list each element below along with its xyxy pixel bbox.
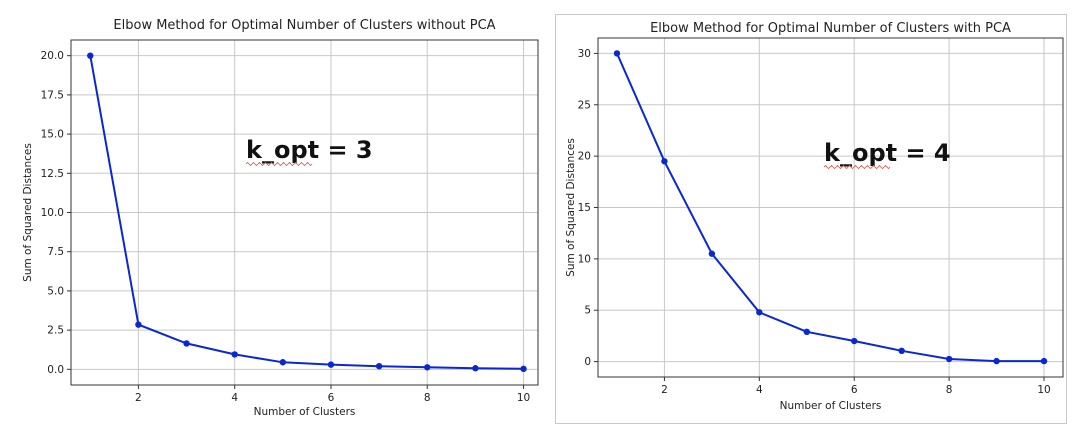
data-point [851,337,858,345]
data-point [87,52,94,59]
y-tick-label: 10 [578,253,591,265]
data-point [898,347,905,355]
y-tick-label: 25 [578,99,591,111]
data-point [375,362,383,370]
x-tick-label: 6 [851,384,858,396]
x-tick-label: 6 [328,392,335,404]
y-tick-label: 2.5 [47,325,64,337]
x-tick-label: 10 [517,392,530,404]
x-tick-label: 8 [424,392,431,404]
y-axis-label: Sum of Squared Distances [22,143,34,282]
data-point [135,321,142,328]
y-tick-label: 20.0 [41,50,64,62]
series-line [616,52,1044,363]
data-point [327,361,335,368]
data-point [424,364,431,371]
x-tick-label: 4 [756,384,763,396]
y-tick-label: 20 [578,151,591,163]
y-tick-label: 0.0 [47,364,64,376]
y-tick-label: 10.0 [41,207,64,219]
y-axis-label: Sum of Squared Distances [565,138,577,277]
data-point [231,351,238,358]
y-tick-label: 12.5 [41,168,64,180]
data-point [613,50,621,57]
chart-title: Elbow Method for Optimal Number of Clust… [650,21,1011,36]
data-point [708,250,716,257]
data-point [1040,357,1048,365]
series-line [89,55,524,370]
x-axis-label: Number of Clusters [780,400,882,412]
data-point [279,359,287,366]
elbow-chart-without-pca: 2 4 6 8 10 0.0 2.5 5.0 7.5 10.0 12.5 15.0 17.5 20.0 El… [22,18,539,418]
data-point [756,309,763,316]
x-tick-label: 2 [135,392,142,404]
chart-panel-with-pca: 2 4 6 8 10 0 5 10 15 20 25 30 Elbow Method for Optim… [555,14,1067,424]
data-point [803,328,810,335]
y-tick-label: 5 [584,305,591,317]
x-tick-label: 4 [231,392,238,404]
data-point [472,365,479,372]
data-point [183,340,190,347]
x-tick-label: 8 [946,384,953,396]
data-point [520,365,527,373]
chart-title: Elbow Method for Optimal Number of Clust… [113,18,495,33]
data-point [945,355,953,363]
elbow-chart-with-pca: 2 4 6 8 10 0 5 10 15 20 25 30 Elbow Method for Optim… [565,21,1064,412]
x-tick-label: 10 [1037,384,1050,396]
x-axis-label: Number of Clusters [254,406,356,418]
y-tick-label: 15.0 [41,129,64,141]
k-opt-annotation: k_opt = 4 [824,139,951,167]
data-point [661,158,668,165]
y-tick-label: 0 [584,356,591,368]
y-tick-label: 5.0 [47,285,64,297]
k-opt-annotation: k_opt = 3 [246,136,373,164]
spellcheck-underline [245,161,313,167]
y-tick-label: 7.5 [47,246,64,258]
y-tick-label: 17.5 [41,89,64,101]
y-tick-label: 30 [578,48,591,60]
x-tick-label: 2 [661,384,668,396]
data-point [993,357,1000,365]
chart-panel-without-pca: 2 4 6 8 10 0.0 2.5 5.0 7.5 10.0 12.5 15.0 17.5 20.0 El… [22,18,539,418]
y-tick-label: 15 [578,202,591,214]
spellcheck-underline [823,164,891,170]
